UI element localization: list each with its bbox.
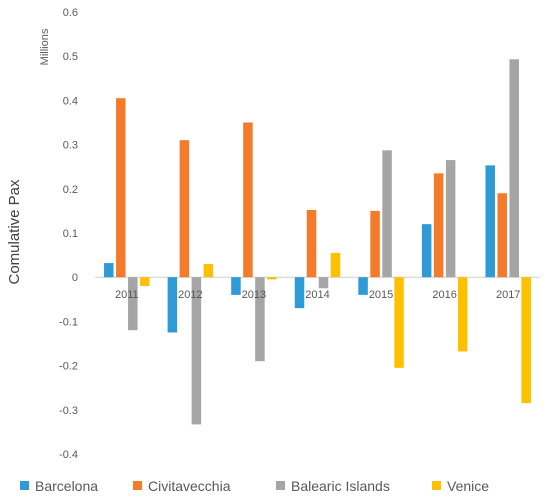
bar-barcelona-2012 — [167, 277, 178, 333]
bar-venice-2012 — [203, 263, 214, 278]
legend-label: Civitavecchia — [148, 478, 231, 494]
x-tick-label: 2015 — [369, 289, 393, 301]
legend-swatch — [276, 481, 285, 490]
bar-venice-2013 — [267, 277, 277, 280]
bar-venice-2014 — [330, 252, 341, 278]
legend-item: Barcelona — [20, 478, 98, 494]
x-tick-label: 2013 — [242, 289, 266, 301]
bar-balearic-islands-2014 — [318, 277, 329, 289]
bar-balearic-islands-2017 — [509, 59, 519, 278]
bar-barcelona-2014 — [294, 277, 305, 309]
y-tick-label: -0.2 — [59, 361, 78, 373]
bar-balearic-islands-2015 — [382, 150, 392, 278]
y-tick-label: -0.3 — [59, 405, 78, 417]
legend-item: Venice — [432, 478, 489, 494]
legend-item: Civitavecchia — [133, 478, 231, 494]
y-tick-label: -0.1 — [59, 316, 78, 328]
x-tick-label: 2016 — [432, 289, 456, 301]
bar-civitavecchia-2017 — [497, 193, 507, 278]
bar-barcelona-2013 — [231, 277, 241, 295]
y-tick-label: 0.4 — [63, 95, 78, 107]
bar-venice-2017 — [521, 277, 531, 404]
y-axis-unit-label: Millions — [39, 28, 51, 65]
bar-balearic-islands-2013 — [255, 277, 265, 362]
legend-swatch — [432, 481, 441, 490]
y-tick-label: 0.6 — [63, 7, 78, 19]
y-tick-label: 0.5 — [63, 51, 78, 63]
legend-swatch — [20, 481, 29, 490]
bar-barcelona-2011 — [104, 263, 114, 278]
x-tick-label: 2012 — [178, 289, 202, 301]
bar-barcelona-2017 — [485, 165, 495, 278]
bar-balearic-islands-2016 — [445, 160, 456, 278]
legend-item: Balearic Islands — [276, 478, 390, 494]
bar-venice-2011 — [140, 277, 150, 287]
y-axis-title: Comulative Pax — [6, 179, 23, 285]
legend-swatch — [133, 481, 142, 490]
bar-balearic-islands-2012 — [191, 277, 202, 425]
bar-barcelona-2016 — [421, 224, 432, 278]
y-tick-label: 0.2 — [63, 184, 78, 196]
y-tick-label: 0 — [72, 272, 78, 284]
bar-balearic-islands-2011 — [128, 277, 138, 331]
bar-venice-2016 — [457, 277, 468, 352]
x-tick-label: 2011 — [115, 289, 139, 301]
bar-barcelona-2015 — [358, 277, 368, 295]
legend-label: Venice — [447, 478, 489, 494]
x-tick-label: 2017 — [496, 289, 520, 301]
x-tick-label: 2014 — [305, 289, 329, 301]
bar-civitavecchia-2016 — [433, 173, 444, 278]
bar-civitavecchia-2011 — [116, 98, 126, 278]
bar-civitavecchia-2012 — [179, 140, 190, 278]
bar-civitavecchia-2014 — [306, 210, 317, 278]
bar-civitavecchia-2013 — [243, 122, 253, 278]
y-tick-label: 0.1 — [63, 228, 78, 240]
bar-venice-2015 — [394, 277, 404, 368]
y-tick-label: -0.4 — [59, 449, 78, 461]
legend-label: Barcelona — [35, 478, 98, 494]
bar-civitavecchia-2015 — [370, 210, 380, 278]
y-tick-label: 0.3 — [63, 140, 78, 152]
legend-label: Balearic Islands — [291, 478, 390, 494]
